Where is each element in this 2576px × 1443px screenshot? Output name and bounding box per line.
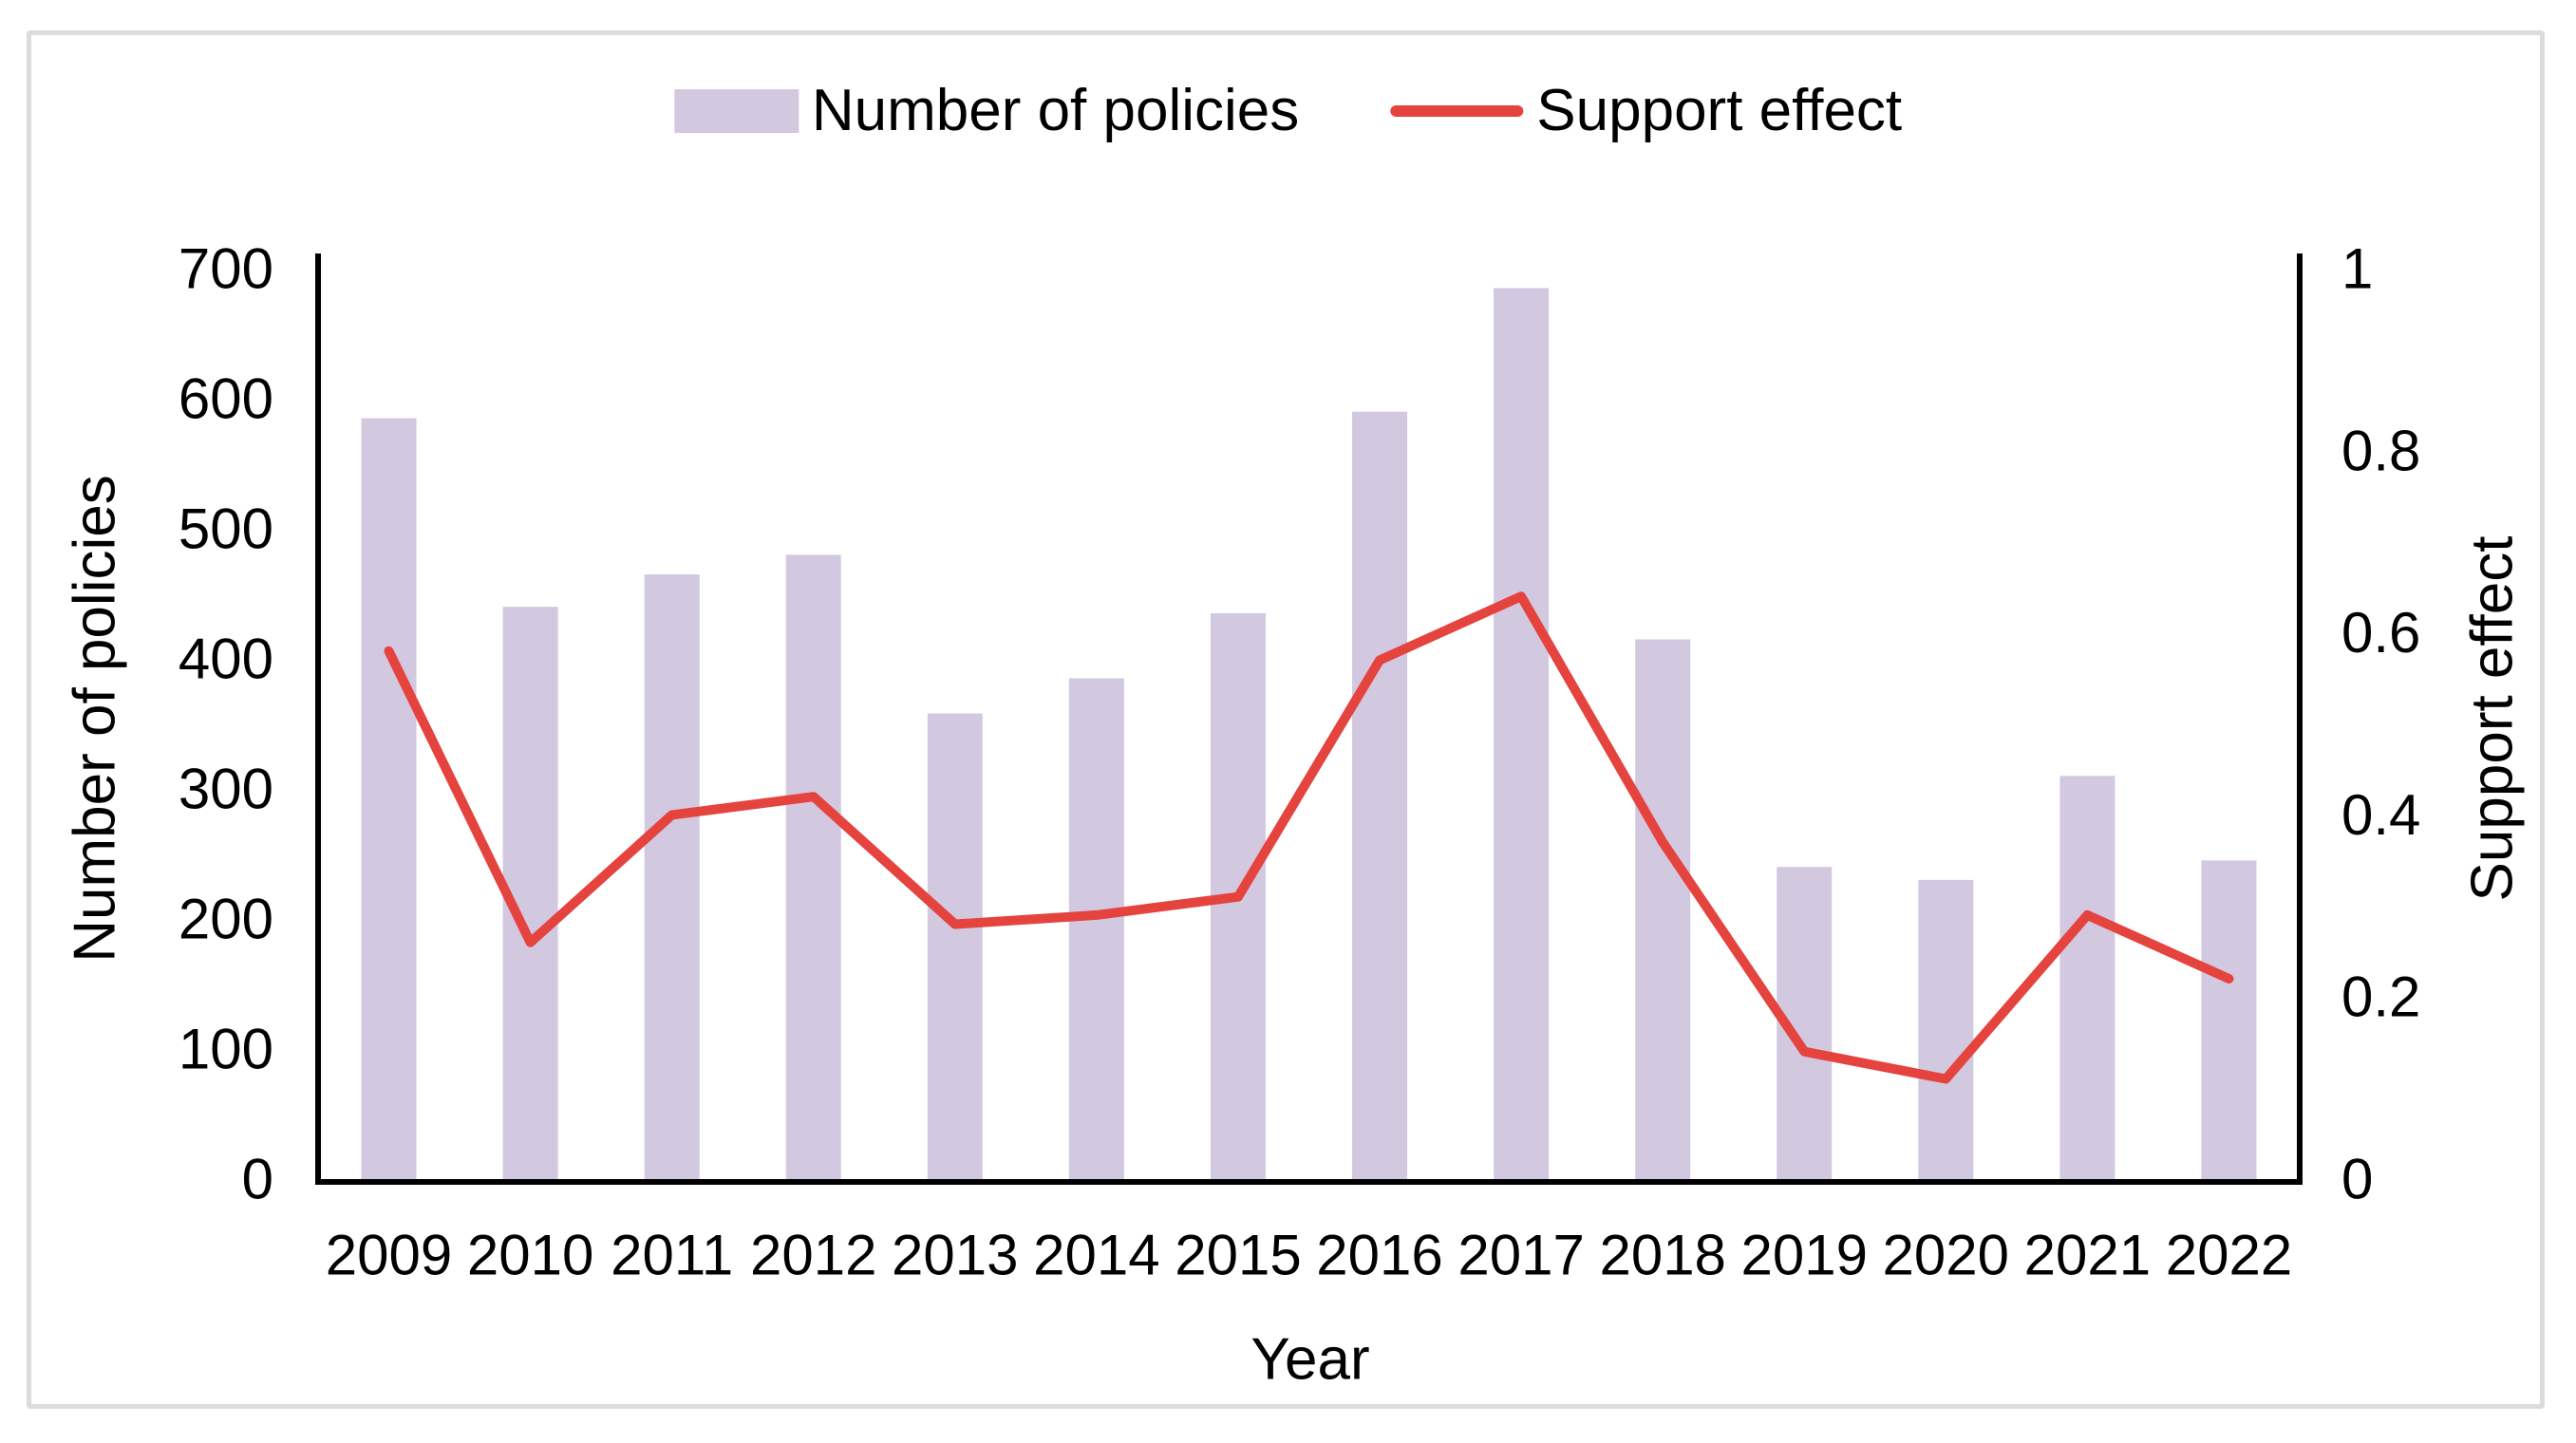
legend: Number of policies Support effect — [673, 78, 1902, 143]
bar-2014 — [1068, 678, 1124, 1185]
bar-2012 — [785, 554, 841, 1185]
right-tick-label-0.6: 0.6 — [2341, 601, 2420, 665]
x-tick-label-2020: 2020 — [1883, 1224, 2009, 1287]
legend-item-policies: Number of policies — [673, 78, 1300, 143]
left-tick-label-300: 300 — [179, 758, 273, 821]
line-swatch-icon — [1390, 105, 1524, 117]
x-tick-label-2014: 2014 — [1033, 1224, 1159, 1287]
left-tick-label-100: 100 — [179, 1018, 273, 1081]
left-axis-title: Number of policies — [63, 475, 128, 962]
right-axis-title: Support effect — [2460, 536, 2526, 902]
legend-label-support: Support effect — [1536, 78, 1903, 143]
left-tick-label-700: 700 — [179, 237, 273, 301]
x-tick-label-2013: 2013 — [892, 1224, 1018, 1287]
bar-2017 — [1494, 288, 1550, 1185]
bar-2013 — [927, 713, 983, 1185]
bar-2011 — [644, 574, 700, 1185]
x-axis-title: Year — [1250, 1327, 1369, 1393]
left-tick-label-200: 200 — [179, 888, 273, 951]
left-tick-label-400: 400 — [179, 628, 273, 691]
x-tick-label-2010: 2010 — [467, 1224, 593, 1287]
left-tick-label-600: 600 — [179, 367, 273, 431]
x-tick-label-2011: 2011 — [611, 1224, 733, 1287]
bar-2009 — [361, 418, 417, 1185]
bar-2021 — [2059, 776, 2115, 1185]
left-tick-label-0: 0 — [242, 1148, 273, 1211]
legend-item-support: Support effect — [1390, 82, 1902, 141]
support-effect-line — [384, 591, 2234, 1084]
x-tick-label-2016: 2016 — [1316, 1224, 1442, 1287]
right-tick-label-0.8: 0.8 — [2341, 419, 2420, 482]
bar-2016 — [1352, 411, 1408, 1185]
right-tick-label-0.4: 0.4 — [2341, 783, 2420, 847]
x-tick-label-2021: 2021 — [2024, 1224, 2151, 1287]
x-tick-label-2015: 2015 — [1175, 1224, 1301, 1287]
x-tick-label-2017: 2017 — [1457, 1224, 1584, 1287]
bar-2020 — [1918, 879, 1974, 1185]
x-tick-label-2012: 2012 — [750, 1224, 876, 1287]
bar-swatch-icon — [673, 89, 799, 133]
bar-2018 — [1635, 639, 1691, 1185]
bar-2022 — [2201, 860, 2257, 1185]
right-tick-label-1: 1 — [2341, 237, 2373, 301]
x-tick-label-2022: 2022 — [2166, 1224, 2292, 1287]
x-tick-label-2019: 2019 — [1741, 1224, 1868, 1287]
x-tick-label-2009: 2009 — [326, 1224, 452, 1287]
right-tick-label-0.2: 0.2 — [2341, 965, 2420, 1029]
left-tick-label-500: 500 — [179, 497, 273, 561]
legend-label-policies: Number of policies — [811, 78, 1300, 143]
x-tick-label-2018: 2018 — [1599, 1224, 1725, 1287]
right-tick-label-0: 0 — [2341, 1148, 2373, 1211]
